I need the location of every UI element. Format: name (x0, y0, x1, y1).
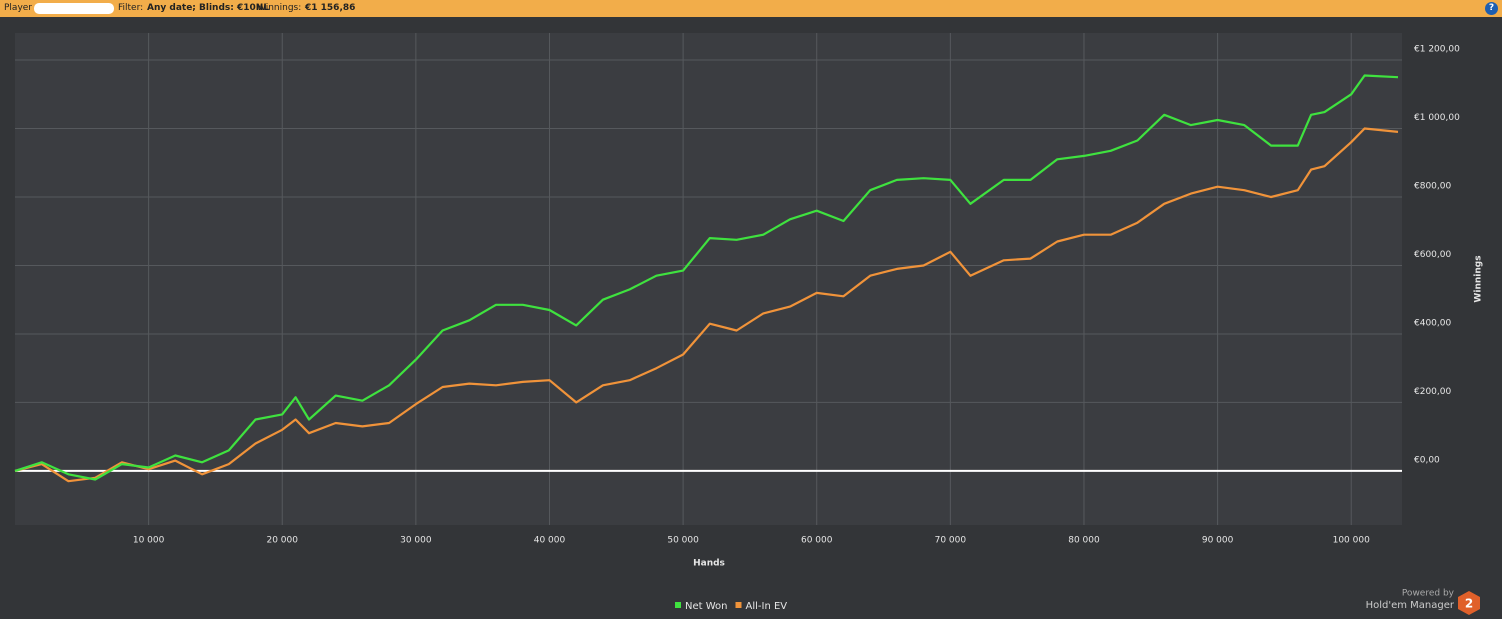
filter-label: Filter: (118, 3, 144, 13)
y-tick-label: €600,00 (1414, 250, 1451, 260)
help-button[interactable]: ? (1485, 2, 1498, 15)
legend-swatch (735, 602, 742, 608)
y-tick-label: €400,00 (1414, 318, 1451, 328)
x-tick-label: 90 000 (1202, 536, 1234, 546)
line-series (14, 127, 1399, 483)
x-tick-label: 70 000 (935, 536, 967, 546)
player-label: Player (4, 3, 33, 13)
winnings-label: Winnings: (257, 3, 302, 13)
redacted (34, 3, 114, 14)
header: Player Filter: Any date; Blinds: €10NL W… (0, 0, 1502, 17)
x-tick-label: 10 000 (133, 536, 165, 546)
x-tick-label: 60 000 (801, 536, 833, 546)
y-tick-label: €800,00 (1414, 182, 1451, 192)
line-series (14, 74, 1399, 481)
y-tick-label: €0,00 (1414, 455, 1440, 465)
powered-by: Powered by (1402, 589, 1455, 599)
y-tick-label: €200,00 (1414, 387, 1451, 397)
legend-label: Net Won (685, 601, 728, 612)
brand: Hold'em Manager (1366, 600, 1455, 611)
logo (1458, 591, 1480, 615)
x-tick-label: 100 000 (1333, 536, 1370, 546)
legend-swatch (675, 602, 681, 608)
y-tick-label: €1 200,00 (1414, 45, 1460, 55)
x-tick-label: 80 000 (1068, 536, 1100, 546)
x-tick-label: 50 000 (667, 536, 699, 546)
x-axis-title: Hands (693, 559, 725, 569)
x-tick-label: 30 000 (400, 536, 432, 546)
logo-text: 2 (1465, 597, 1473, 611)
legend-label: All-In EV (746, 601, 788, 612)
y-axis-title: Winnings (1474, 255, 1484, 302)
y-tick-label: €1 000,00 (1414, 113, 1460, 123)
x-tick-label: 20 000 (266, 536, 298, 546)
x-tick-label: 40 000 (534, 536, 566, 546)
winnings-value: €1 156,86 (305, 3, 356, 13)
plot-area (15, 33, 1402, 525)
filter-value: Any date; Blinds: €10NL (147, 3, 270, 13)
